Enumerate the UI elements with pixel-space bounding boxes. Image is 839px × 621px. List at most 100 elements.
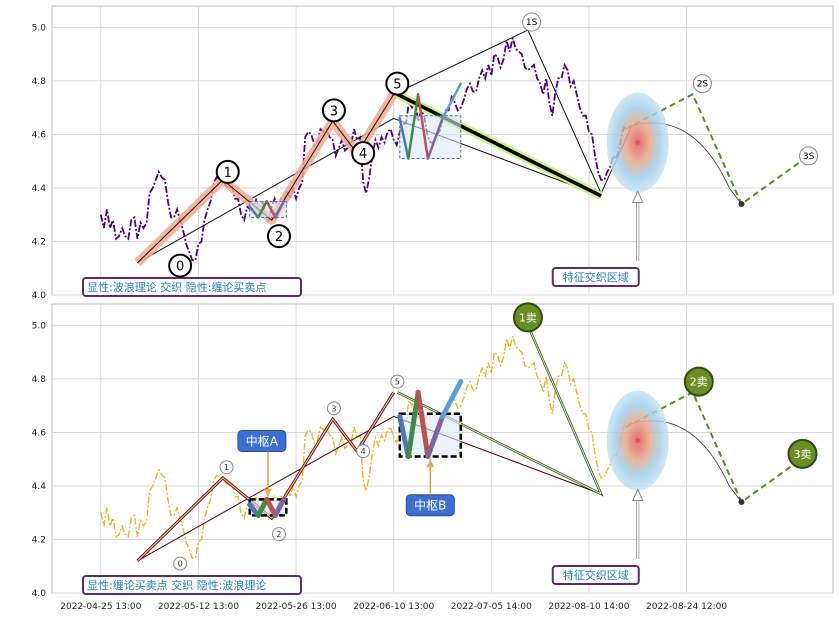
wave-label-circle	[692, 74, 712, 94]
y-tick-label: 4.0	[32, 291, 47, 301]
zone-arrow-head	[631, 190, 644, 203]
pivot-b-segment	[440, 379, 464, 419]
y-tick-label: 4.8	[32, 77, 47, 87]
pivot-b-segment	[426, 117, 444, 160]
x-tick-label: 2022-05-26 13:00	[256, 602, 337, 612]
pivot-b-arrowhead	[426, 459, 435, 468]
y-tick-label: 4.2	[32, 237, 46, 247]
sell-path-inner	[397, 391, 602, 495]
pivot-b-segment	[441, 82, 463, 120]
pivot-a-label-box	[237, 429, 287, 452]
x-tick-label: 2022-05-12 13:00	[158, 602, 239, 612]
wave-label: 2S	[697, 80, 709, 90]
y-tick-label: 4.6	[32, 130, 47, 140]
legend-text: 显性:波浪理论 交织 隐性:缠论买卖点	[87, 280, 266, 294]
pivot-b-segment	[415, 389, 431, 460]
sell-label-circle	[787, 438, 818, 469]
y-tick-label: 4.8	[32, 375, 47, 385]
wave-label: 2	[276, 530, 281, 539]
pivot-a-segment	[248, 205, 260, 219]
pivot-b-segment	[405, 389, 421, 460]
pivot-b-segment	[398, 117, 410, 160]
pivot-a-segment	[272, 496, 287, 518]
wave-label-circle	[271, 527, 286, 542]
price-series-line	[99, 37, 627, 262]
sell-label: 3卖	[793, 448, 811, 461]
y-tick-label: 4.2	[32, 535, 46, 545]
pivot-b-label: 中枢B	[414, 498, 446, 513]
legend-box	[82, 277, 302, 297]
zone-label-box	[551, 565, 640, 585]
wave-label-circle	[168, 253, 193, 278]
wave-label: 1S	[526, 18, 538, 28]
wave-label: 5	[395, 378, 400, 387]
y-tick-label: 4.4	[32, 482, 47, 492]
wave-label: 3	[330, 104, 338, 119]
projection-line	[625, 92, 810, 206]
zone-label: 特征交织区域	[563, 568, 629, 582]
y-tick-label: 4.0	[32, 589, 47, 599]
wave-label: 0	[178, 560, 183, 569]
x-axis: 2022-04-25 13:00 2022-05-12 13:00 2022-05-…	[60, 602, 727, 612]
pivot-b-segment	[407, 93, 420, 160]
feature-zone-center	[635, 139, 641, 145]
wave-label: 3S	[803, 152, 815, 162]
pivot-b-label-box	[405, 494, 455, 517]
pivot-b-segment	[416, 93, 430, 160]
wave-label-circle	[351, 141, 376, 166]
zone-label-box	[551, 267, 640, 287]
wave-label-circle	[522, 12, 542, 32]
wave-label: 3	[331, 404, 336, 413]
feature-zone-center	[635, 437, 641, 443]
wave-label: 0	[176, 260, 184, 275]
wave-label: 1	[224, 166, 232, 181]
wave-label-circle	[215, 159, 240, 184]
decline-line	[396, 92, 602, 198]
x-tick-label: 2022-06-10 13:00	[353, 602, 434, 612]
pivot-a-segment	[274, 200, 286, 219]
x-tick-label: 2022-07-05 14:00	[451, 602, 532, 612]
wave-label-circle	[321, 98, 346, 123]
pivot-b-segment	[425, 413, 445, 460]
projection-line	[625, 390, 810, 504]
sell-label-circle	[512, 302, 543, 333]
wave-label-circle	[266, 224, 291, 249]
sell-label-circle	[683, 366, 714, 397]
y-tick-label: 5.0	[32, 23, 47, 33]
sell-label: 2卖	[690, 376, 708, 389]
wave-path-inner	[136, 391, 395, 562]
zone-arrow-head	[631, 488, 644, 501]
trend-line	[137, 117, 602, 264]
wave-label: 4	[361, 447, 366, 456]
y-tick-label: 4.6	[32, 428, 47, 438]
wave-label-circle	[385, 71, 410, 96]
sell-label: 1卖	[519, 311, 537, 324]
wave-label: 4	[359, 147, 367, 162]
legend-box	[82, 575, 302, 595]
sell-path-inner-2	[527, 325, 602, 495]
wave-label: 2	[275, 230, 283, 245]
x-tick-label: 2022-04-25 13:00	[60, 602, 141, 612]
pivot-a-segment	[255, 496, 270, 518]
wave-label-circle	[219, 460, 234, 475]
legend-text: 显性:缠论买卖点 交织 隐性:波浪理论	[87, 578, 266, 592]
y-tick-label: 4.4	[32, 184, 47, 194]
trend-line	[137, 415, 602, 562]
pivot-a-label: 中枢A	[246, 433, 279, 448]
pivot-a-segment	[265, 200, 277, 219]
wave-label-circle	[326, 401, 341, 416]
wave-label-circle	[356, 444, 371, 459]
x-tick-label: 2022-08-10 14:00	[548, 602, 629, 612]
y-tick-label: 5.0	[32, 321, 47, 331]
pivot-a-arrowhead	[263, 488, 272, 497]
x-tick-label: 2022-08-24 12:00	[646, 602, 727, 612]
pivot-a-segment	[264, 496, 278, 518]
zone-label: 特征交织区域	[563, 270, 629, 284]
pivot-a-segment	[256, 200, 269, 219]
wave-label-circle	[173, 556, 188, 571]
wave-label: 1	[224, 463, 229, 472]
wave-label-circle	[799, 146, 819, 166]
